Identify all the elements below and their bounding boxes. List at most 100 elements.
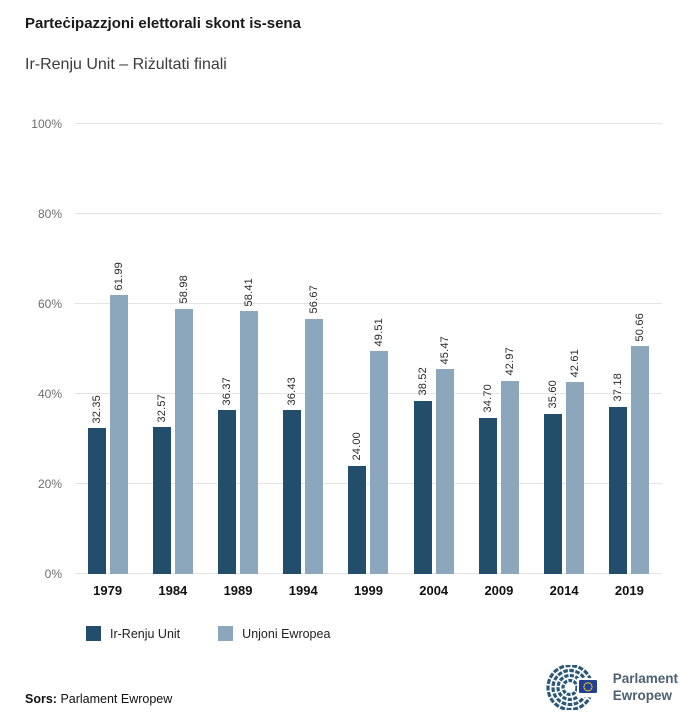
gridline-20% (75, 483, 662, 484)
bar-value-label-ir-renju-unit-2014: 35.60 (547, 380, 560, 409)
hemicycle-eu-flag-icon (546, 665, 604, 710)
bar-unjoni-ewropea-1999: 49.51 (370, 318, 389, 574)
gridline-0% (75, 573, 662, 574)
bar-ir-renju-unit-2019: 37.18 (609, 373, 628, 574)
x-axis: 1979 1984 1989 1994 1999 2004 2009 2014 2019 (75, 583, 662, 598)
bar-value-wrap: 61.99 (110, 262, 128, 291)
bar-value-label-unjoni-ewropea-1979: 61.99 (112, 261, 125, 291)
bar-group-2014: 35.60 42.61 (532, 124, 597, 574)
bar-value-label-ir-renju-unit-1999: 24.00 (351, 432, 364, 461)
y-tick-label-40%: 40% (37, 387, 62, 401)
bar-ir-renju-unit-1999: 24.00 (348, 432, 367, 574)
bar-value-label-ir-renju-unit-1984: 32.57 (155, 393, 168, 423)
bar-unjoni-ewropea-1989: 58.41 (240, 278, 259, 574)
x-axis-label-1994: 1994 (288, 583, 318, 598)
bar-unjoni-ewropea-1994: 56.67 (305, 285, 324, 574)
logo-text: Parlament Ewropew (613, 671, 678, 703)
legend-swatch (218, 626, 234, 641)
bar-value-wrap: 32.35 (88, 395, 106, 424)
bar-unjoni-ewropea-1979: 61.99 (109, 262, 128, 574)
bar-value-label-ir-renju-unit-1994: 36.43 (286, 376, 299, 406)
bar-value-label-ir-renju-unit-2019: 37.18 (612, 373, 625, 402)
bar-value-wrap: 38.52 (414, 367, 432, 396)
bar-value-label-unjoni-ewropea-2014: 42.61 (569, 348, 582, 378)
bar-value-label-unjoni-ewropea-2009: 42.97 (503, 347, 516, 376)
bar-ir-renju-unit-1994: 36.43 (283, 377, 302, 574)
x-axis-label-1989: 1989 (223, 583, 253, 598)
bar-group-2009: 34.70 42.97 (466, 124, 531, 574)
bar-value-wrap: 50.66 (631, 313, 649, 342)
legend-item: Unjoni Ewropea (218, 626, 330, 641)
bar-group-1994: 36.43 56.67 (271, 124, 336, 574)
gridline-60% (75, 303, 662, 304)
x-axis-label-2014: 2014 (549, 583, 579, 598)
page-subtitle: Ir-Renju Unit – Riżultati finali (25, 56, 227, 73)
bar-series-container: 32.35 61.99 32.57 58.98 36.37 58.41 36.43 56.67… (75, 124, 662, 574)
bar-value-label-unjoni-ewropea-1994: 56.67 (308, 285, 321, 314)
x-axis-label-1999: 1999 (354, 583, 383, 598)
x-axis-label-2004: 2004 (419, 583, 449, 598)
x-axis-label-1984: 1984 (158, 583, 188, 598)
y-tick-label-80%: 80% (37, 207, 62, 221)
gridline-100% (75, 123, 662, 124)
logo-text-line2: Ewropew (612, 687, 672, 703)
bar-value-label-ir-renju-unit-1989: 36.37 (221, 376, 234, 406)
bar-ir-renju-unit-1979: 32.35 (87, 395, 106, 574)
bar-value-label-unjoni-ewropea-2004: 45.47 (438, 335, 451, 365)
legend-label: Unjoni Ewropea (242, 626, 331, 641)
bar-value-wrap: 34.70 (479, 384, 497, 413)
bar-group-1989: 36.37 58.41 (205, 124, 270, 574)
bar-group-2004: 38.52 45.47 (401, 124, 466, 574)
gridline-40% (75, 393, 662, 394)
bar-value-label-unjoni-ewropea-1989: 58.41 (243, 277, 256, 307)
logo-text-line1: Parlament (612, 671, 678, 687)
chart-legend: Ir-Renju Unit Unjoni Ewropea (86, 626, 700, 641)
bar-unjoni-ewropea-2004: 45.47 (435, 336, 454, 574)
bar-value-wrap: 42.61 (566, 349, 584, 378)
x-axis-label-1979: 1979 (93, 583, 123, 598)
bar-value-wrap: 35.60 (544, 380, 562, 409)
bar-group-1999: 24.00 49.51 (336, 124, 401, 574)
footer: Sors: Parlament Ewropew (25, 665, 678, 710)
x-axis-label-2019: 2019 (614, 583, 644, 598)
bar-value-wrap: 36.43 (283, 377, 301, 406)
chart-plot-area: 0% 20% 40% 60% 80% 100% 32.35 61.99 32.57 58.98 3… (31, 117, 662, 581)
bar-unjoni-ewropea-2019: 50.66 (631, 313, 650, 574)
header: Parteċipazzjoni elettorali skont is-sena… (0, 0, 700, 74)
bar-value-label-unjoni-ewropea-1984: 58.98 (177, 275, 190, 304)
bar-value-label-ir-renju-unit-2009: 34.70 (481, 384, 494, 413)
y-tick-label-60%: 60% (37, 297, 62, 311)
source-value: Parlament Ewropew (60, 692, 173, 706)
bar-value-wrap: 56.67 (305, 285, 323, 314)
bar-value-label-ir-renju-unit-1979: 32.35 (90, 394, 103, 424)
y-tick-label-20%: 20% (37, 477, 62, 491)
bar-value-wrap: 49.51 (370, 318, 388, 347)
legend-label: Ir-Renju Unit (110, 626, 181, 641)
bar-ir-renju-unit-2009: 34.70 (478, 384, 497, 574)
y-tick-label-100%: 100% (31, 117, 62, 131)
source-label: Sors: (25, 692, 57, 706)
bar-unjoni-ewropea-2014: 42.61 (566, 349, 585, 574)
y-tick-label-0%: 0% (44, 567, 62, 581)
page-title: Parteċipazzjoni elettorali skont is-sena (25, 15, 301, 32)
bar-unjoni-ewropea-2009: 42.97 (500, 347, 519, 574)
bar-value-wrap: 58.98 (175, 275, 193, 304)
bar-value-label-ir-renju-unit-2004: 38.52 (416, 367, 429, 396)
bar-ir-renju-unit-1989: 36.37 (218, 377, 237, 574)
gridline-80% (75, 213, 662, 214)
legend-item: Ir-Renju Unit (86, 626, 180, 641)
bar-value-wrap: 45.47 (436, 336, 454, 365)
bar-group-1979: 32.35 61.99 (75, 124, 140, 574)
bar-ir-renju-unit-2004: 38.52 (413, 367, 432, 574)
bar-unjoni-ewropea-1984: 58.98 (174, 275, 193, 574)
bar-group-1984: 32.57 58.98 (140, 124, 205, 574)
european-parliament-logo: Parlament Ewropew (546, 665, 678, 710)
bar-value-wrap: 37.18 (609, 373, 627, 402)
bar-ir-renju-unit-1984: 32.57 (152, 394, 171, 574)
legend-swatch (86, 626, 101, 641)
bar-value-wrap: 58.41 (240, 278, 258, 307)
bar-group-2019: 37.18 50.66 (597, 124, 662, 574)
chart: 0% 20% 40% 60% 80% 100% 32.35 61.99 32.57 58.98 3… (0, 117, 700, 641)
x-axis-label-2009: 2009 (484, 583, 514, 598)
